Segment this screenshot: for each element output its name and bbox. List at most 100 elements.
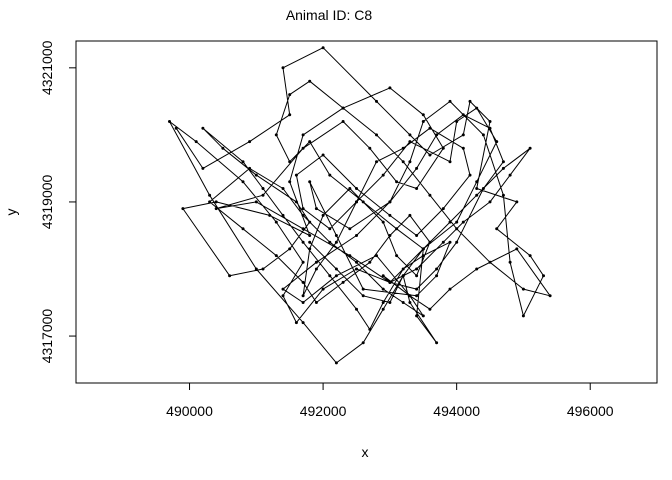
track-point — [381, 287, 385, 291]
track-point — [214, 207, 218, 211]
track-point — [515, 247, 519, 251]
track-point — [308, 234, 312, 237]
y-axis-label: y — [3, 209, 19, 216]
track-point — [421, 113, 425, 117]
track-point — [388, 301, 392, 304]
track-point — [334, 274, 338, 278]
track-point — [348, 187, 352, 190]
track-point — [201, 166, 205, 170]
track-point — [314, 267, 318, 271]
track-point — [528, 254, 532, 258]
track-point — [261, 267, 265, 271]
track-point — [308, 220, 312, 224]
track-point — [381, 301, 385, 304]
track-point — [308, 247, 312, 251]
track-point — [435, 341, 439, 345]
track-point — [301, 133, 305, 137]
track-point — [341, 106, 345, 110]
track-point — [388, 86, 392, 90]
track-point — [455, 240, 459, 244]
track-point — [308, 79, 312, 83]
track-point — [381, 274, 385, 278]
track-point — [334, 234, 338, 237]
track-point — [274, 254, 278, 258]
x-tick-label: 494000 — [433, 403, 480, 419]
y-tick-label: 4317000 — [39, 309, 55, 364]
track-point — [308, 140, 312, 144]
track-point — [448, 287, 452, 291]
track-point — [288, 160, 292, 164]
track-point — [375, 254, 378, 258]
y-axis: 4317000 4319000 4321000 — [39, 40, 77, 364]
track-point — [508, 260, 512, 264]
track-point — [401, 267, 405, 271]
track-point — [455, 227, 459, 231]
track-point — [388, 234, 392, 237]
track-point — [408, 160, 412, 164]
track-point — [341, 120, 345, 123]
track-point — [495, 227, 499, 231]
track-point — [174, 126, 178, 130]
track-point — [428, 240, 432, 244]
x-tick-label: 496000 — [567, 403, 614, 419]
track-point — [421, 254, 425, 258]
track-point — [294, 321, 298, 325]
track-point — [361, 294, 365, 298]
track-point — [521, 314, 525, 318]
track-point — [328, 227, 332, 231]
track-point — [355, 187, 358, 190]
track-point — [334, 267, 338, 271]
track-point — [355, 200, 358, 204]
track-point — [421, 120, 425, 123]
track-point — [368, 146, 372, 150]
track-point — [448, 99, 452, 103]
track-point — [254, 267, 258, 271]
track-point — [334, 240, 338, 244]
track-point — [415, 267, 419, 271]
track-point — [314, 207, 318, 211]
track-point — [355, 267, 358, 271]
track-point — [428, 193, 432, 197]
track-point — [214, 200, 218, 204]
plot-area — [168, 46, 552, 365]
track-point — [328, 173, 332, 177]
track-point — [281, 187, 285, 190]
track-point — [395, 227, 399, 231]
track-point — [301, 240, 305, 244]
track-point — [401, 301, 405, 304]
track-point — [501, 160, 505, 164]
track-point — [254, 173, 258, 177]
track-line — [169, 47, 551, 364]
track-point — [328, 240, 332, 244]
track-point — [334, 361, 338, 365]
track-point — [408, 301, 412, 304]
track-point — [294, 173, 298, 177]
track-point — [508, 173, 512, 177]
track-point — [314, 301, 318, 304]
track-point — [301, 260, 305, 264]
track-point — [241, 180, 245, 184]
y-tick-label: 4321000 — [39, 40, 55, 95]
track-point — [488, 260, 492, 264]
track-point — [301, 146, 305, 150]
track-point — [281, 66, 285, 70]
track-point — [355, 234, 358, 237]
track-point — [361, 341, 365, 345]
track-point — [181, 207, 185, 211]
track-point — [288, 180, 292, 184]
track-point — [388, 200, 392, 204]
track-point — [355, 260, 358, 264]
track-point — [415, 234, 419, 237]
track-point — [281, 287, 285, 291]
track-point — [441, 207, 445, 211]
track-point — [435, 133, 439, 137]
track-point — [475, 187, 479, 190]
track-point — [308, 180, 312, 184]
track-point — [428, 153, 432, 157]
plot-frame — [75, 40, 658, 384]
track-point — [388, 213, 392, 217]
track-point — [208, 200, 212, 204]
track-point — [435, 267, 439, 271]
track-point — [448, 160, 452, 164]
track-point — [388, 280, 392, 284]
